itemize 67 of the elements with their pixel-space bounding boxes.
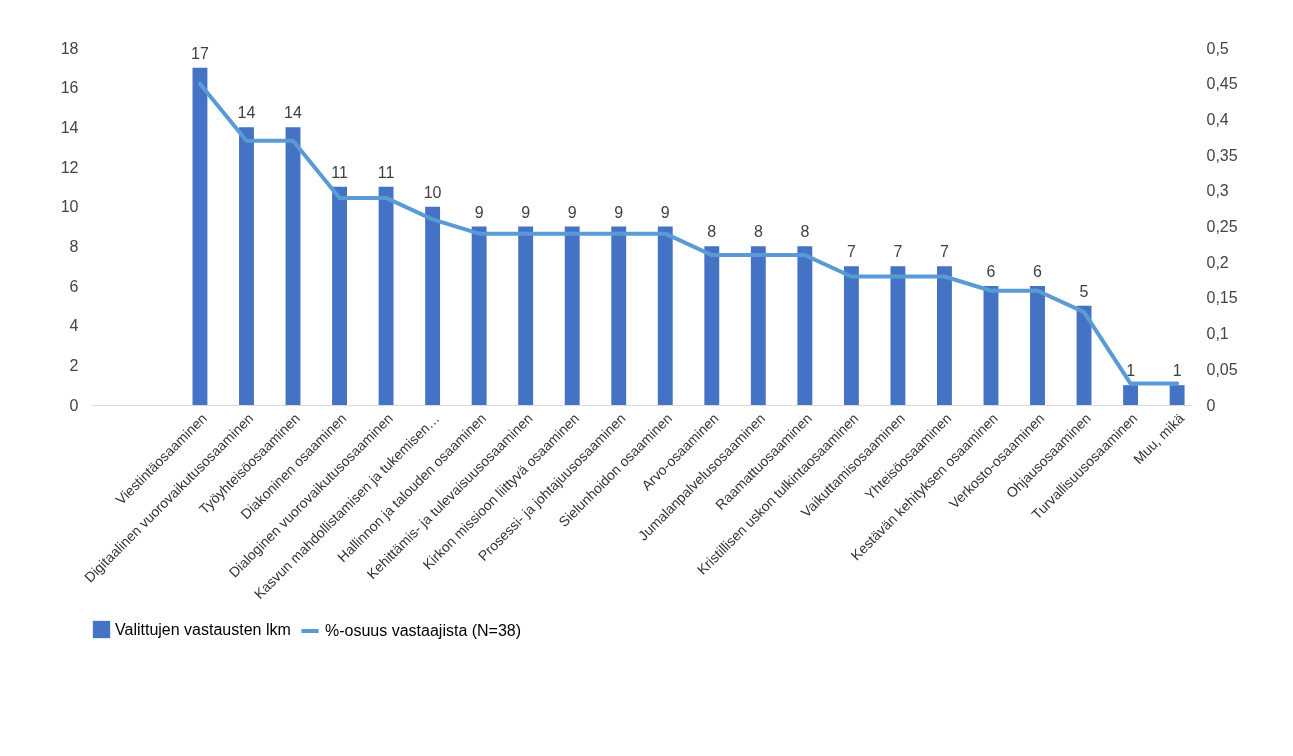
y2-tick-label: 0,15 — [1206, 289, 1238, 307]
y2-tick-label: 0,4 — [1206, 110, 1229, 128]
data-label: 11 — [377, 163, 395, 181]
bar — [657, 226, 673, 405]
y2-tick-label: 0 — [1206, 396, 1216, 414]
data-label: 14 — [237, 104, 256, 122]
y-tick-label: 18 — [60, 39, 79, 57]
data-label: 7 — [846, 243, 856, 261]
data-label: 7 — [893, 243, 903, 261]
y2-tick-label: 0,35 — [1206, 146, 1238, 164]
data-label: 9 — [660, 203, 670, 221]
data-label: 9 — [614, 203, 624, 221]
bar — [471, 226, 487, 405]
y2-tick-label: 0,3 — [1206, 182, 1229, 200]
data-label: 5 — [1079, 282, 1089, 300]
data-label: 11 — [331, 163, 348, 181]
y2-tick-label: 0,05 — [1206, 360, 1238, 378]
y2-tick-label: 0,25 — [1206, 218, 1238, 235]
bar — [332, 186, 347, 405]
y2-tick-label: 0,45 — [1206, 75, 1238, 93]
y-tick-label: 6 — [69, 277, 79, 295]
bar — [983, 286, 999, 405]
data-label: 9 — [474, 203, 484, 221]
y-tick-label: 4 — [69, 317, 79, 335]
y-tick-label: 8 — [69, 237, 79, 255]
data-label: 9 — [521, 203, 531, 221]
y-tick-label: 16 — [60, 79, 79, 97]
bar — [843, 266, 859, 405]
y2-tick-label: 0,2 — [1206, 253, 1229, 271]
data-label: 1 — [1172, 362, 1182, 380]
y2-tick-label: 0,5 — [1206, 39, 1229, 57]
bar — [564, 226, 580, 405]
y-tick-label: 2 — [69, 356, 79, 374]
data-label: 10 — [423, 183, 442, 201]
data-label: 8 — [800, 223, 810, 241]
bar — [1030, 286, 1045, 405]
bar — [425, 206, 441, 405]
bar — [750, 246, 766, 405]
data-label: 6 — [986, 263, 996, 280]
bar — [704, 246, 720, 405]
data-label: 9 — [567, 203, 577, 221]
y2-tick-label: 0,1 — [1206, 325, 1229, 343]
bar — [1169, 385, 1185, 405]
data-label: 1 — [1126, 362, 1136, 380]
y-tick-label: 14 — [60, 118, 79, 136]
legend-label: Valittujen vastausten lkm — [115, 620, 291, 638]
bar — [937, 266, 952, 405]
y-tick-label: 10 — [60, 198, 79, 216]
bar — [890, 266, 906, 405]
bar — [1123, 385, 1139, 405]
data-label: 8 — [707, 223, 717, 241]
bar — [192, 67, 208, 405]
y-tick-label: 12 — [60, 158, 79, 176]
data-label: 17 — [191, 44, 209, 62]
bar — [611, 226, 627, 405]
y-tick-label: 0 — [69, 396, 79, 414]
data-label: 6 — [1033, 263, 1043, 280]
bar — [797, 246, 813, 405]
bar — [285, 127, 301, 405]
bar — [518, 226, 534, 405]
data-label: 8 — [753, 223, 763, 241]
data-label: 14 — [284, 104, 303, 122]
bar — [378, 186, 394, 405]
line-series — [197, 81, 1180, 386]
data-label: 7 — [940, 243, 949, 261]
legend-label: %-osuus vastaajista (N=38) — [325, 622, 522, 639]
bar — [239, 127, 254, 405]
